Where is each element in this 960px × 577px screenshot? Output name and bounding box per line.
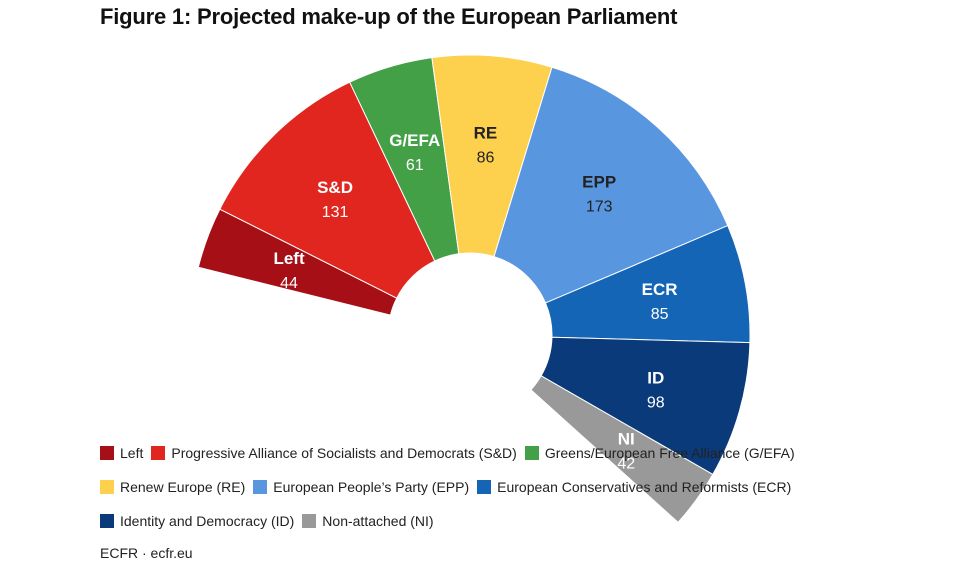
segment-value: 44 [280, 275, 298, 292]
segment-label: Left [273, 249, 305, 268]
legend-label-sd: Progressive Alliance of Socialists and D… [171, 445, 517, 461]
legend-swatch-ni [302, 514, 317, 528]
source-credit: ECFR · ecfr.eu [100, 545, 193, 561]
segment-label: NI [618, 429, 635, 448]
segment-value: 131 [322, 204, 349, 221]
segment-ni [530, 375, 714, 524]
segments-group [197, 54, 751, 524]
chart-title: Figure 1: Projected make-up of the Europ… [100, 4, 678, 29]
segment-value: 61 [406, 157, 424, 174]
legend-item-sd: Progressive Alliance of Socialists and D… [151, 445, 517, 461]
legend-item-epp: European People’s Party (EPP) [253, 479, 469, 495]
legend-swatch-gefa [524, 446, 539, 460]
legend-item-gefa: Greens/European Free Alliance (G/EFA) [524, 445, 795, 461]
legend-label-id: Identity and Democracy (ID) [120, 513, 295, 529]
legend-label-re: Renew Europe (RE) [120, 479, 246, 495]
legend-row: Left Progressive Alliance of Socialists … [100, 436, 880, 470]
legend-label-ecr: European Conservatives and Reformists (E… [497, 479, 792, 495]
legend-row: Renew Europe (RE) European People’s Part… [100, 470, 880, 504]
legend-row: Identity and Democracy (ID) Non-attached… [100, 504, 880, 538]
segment-label: G/EFA [389, 131, 440, 150]
legend-label-left: Left [120, 445, 144, 461]
legend-swatch-re [100, 480, 114, 494]
legend-item-ni: Non-attached (NI) [302, 513, 434, 529]
legend-swatch-left [100, 446, 114, 460]
segment-label: ID [647, 368, 664, 387]
legend-item-re: Renew Europe (RE) [100, 479, 245, 495]
segment-sd [219, 81, 436, 299]
legend: Left Progressive Alliance of Socialists … [100, 436, 880, 538]
segment-label: ECR [642, 280, 678, 299]
segment-label: S&D [317, 178, 353, 197]
legend-item-left: Left [100, 445, 143, 461]
segment-value: 85 [651, 306, 669, 323]
labels-group: Left 44 S&D 131 G/EFA 61 RE 86 EPP 173 ECR 85 ID 98 NI… [273, 124, 677, 473]
segment-label: RE [474, 124, 498, 143]
legend-item-ecr: European Conservatives and Reformists (E… [477, 479, 791, 495]
legend-swatch-id [100, 514, 114, 528]
legend-item-id: Identity and Democracy (ID) [100, 513, 294, 529]
legend-swatch-ecr [477, 480, 492, 494]
segment-value: 98 [647, 394, 665, 411]
legend-label-epp: European People’s Party (EPP) [273, 479, 470, 495]
segment-epp [493, 66, 729, 304]
segment-value: 173 [586, 199, 613, 216]
segment-label: EPP [582, 173, 616, 192]
segment-value: 86 [477, 150, 495, 167]
legend-swatch-sd [151, 446, 166, 460]
legend-label-ni: Non-attached (NI) [322, 513, 434, 529]
segment-value: 42 [617, 455, 635, 472]
legend-label-gefa: Greens/European Free Alliance (G/EFA) [544, 445, 795, 461]
legend-swatch-epp [253, 480, 268, 494]
